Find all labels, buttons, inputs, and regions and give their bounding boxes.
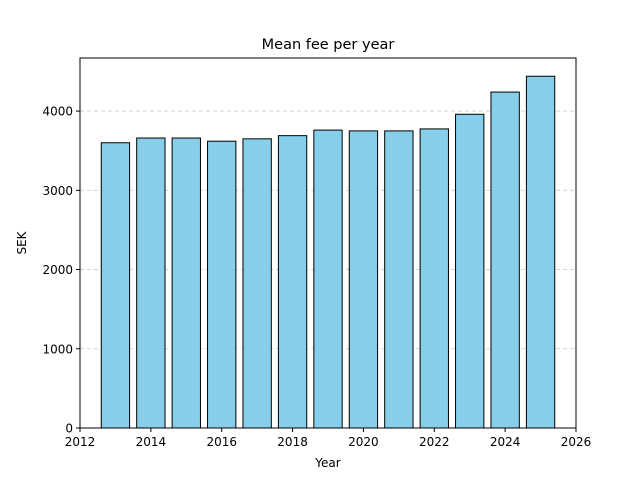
x-tick-label-2012: 2012 [65, 435, 96, 449]
y-axis-ticks: 0 1000 2000 3000 4000 [42, 105, 80, 436]
x-tick-label-2024: 2024 [490, 435, 521, 449]
x-tick-label-2018: 2018 [277, 435, 308, 449]
bar-2019 [313, 129, 343, 429]
bar-2021 [384, 130, 414, 429]
bars [100, 75, 556, 429]
x-tick-label-2016: 2016 [206, 435, 237, 449]
x-axis-ticks: 2012 2014 2016 2018 2020 2022 2024 2026 [65, 428, 592, 449]
x-tick-label-2022: 2022 [419, 435, 450, 449]
y-tick-label-3000: 3000 [42, 184, 73, 198]
y-tick-label-2000: 2000 [42, 263, 73, 277]
plot-frame [79, 57, 577, 429]
bar-2024 [490, 91, 520, 429]
bar-2023 [455, 113, 485, 429]
y-tick-label-4000: 4000 [42, 105, 73, 119]
bar-2014 [136, 137, 166, 429]
y-tick-label-0: 0 [65, 422, 73, 436]
bar-2016 [207, 140, 237, 429]
bar-2018 [277, 135, 308, 429]
x-tick-label-2014: 2014 [136, 435, 167, 449]
y-axis-label: SEK [15, 230, 29, 254]
bar-2015 [171, 137, 201, 429]
bar-2022 [419, 128, 449, 429]
bar-2013 [100, 142, 131, 429]
chart-title: Mean fee per year [262, 37, 395, 53]
y-tick-label-1000: 1000 [42, 342, 73, 356]
x-axis-label: Year [314, 456, 340, 470]
x-tick-label-2026: 2026 [561, 435, 592, 449]
bar-2020 [348, 130, 379, 429]
bar-2025 [525, 75, 556, 429]
bar-2017 [242, 138, 272, 429]
x-tick-label-2020: 2020 [348, 435, 379, 449]
